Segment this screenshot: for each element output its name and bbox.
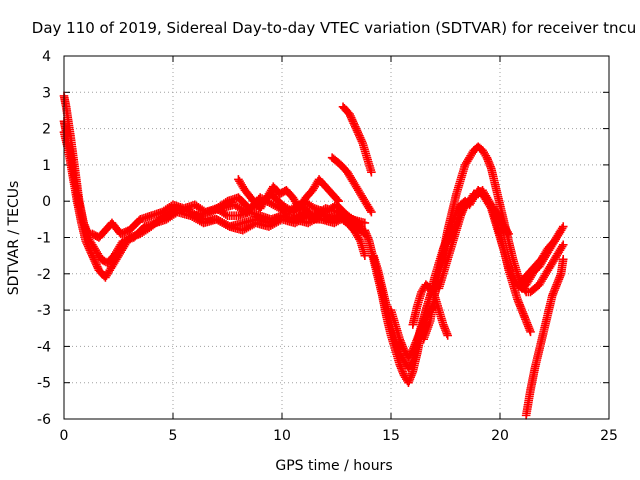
y-tick-label: -6 [37,412,51,428]
data-point [354,218,363,228]
y-tick-label: 4 [42,49,51,65]
series-track-2 [59,117,370,268]
data-point [367,167,376,177]
x-tick-label: 15 [382,428,400,444]
y-axis-title: SDTVAR / TECUs [6,181,22,296]
data-point [558,240,568,250]
y-tick-label: 0 [42,194,51,210]
y-tick-label: -4 [37,339,51,355]
series-track-15 [521,254,568,420]
series-track-6 [234,175,343,213]
series-track-12 [408,280,452,340]
series-track-1 [59,91,370,260]
data-point [443,331,452,340]
data-point [367,207,376,217]
data-points [59,91,568,420]
data-point [558,254,568,264]
series-track-7 [327,153,376,217]
series-track-14 [434,186,514,293]
tick-labels: 0 5 10 15 20 25 -6 -5 -4 -3 -2 -1 0 1 2 3 4 [37,49,618,444]
x-tick-label: 20 [491,428,509,444]
x-tick-label: 10 [273,428,291,444]
y-tick-label: -3 [37,303,51,319]
data-point [360,251,370,260]
y-tick-label: -2 [37,267,51,283]
plot-frame [63,55,610,420]
y-tick-label: 3 [42,85,51,101]
x-axis-title: GPS time / hours [275,458,392,474]
y-tick-label: -5 [37,376,51,392]
y-tick-label: 2 [42,122,51,138]
series-track-8 [338,102,376,177]
data-point [334,196,343,206]
data-point [333,195,342,205]
y-tick-label: 1 [42,158,51,174]
chart-title: Day 110 of 2019, Sidereal Day-to-day VTE… [32,19,636,37]
data-point [558,222,568,231]
data-point [526,327,535,337]
data-point [504,229,514,239]
x-tick-label: 5 [169,428,178,444]
grid [64,56,609,419]
series-track-13 [419,142,568,344]
y-tick-label: -1 [37,231,51,247]
series-track-16 [517,222,568,286]
x-tick-label: 25 [600,428,618,444]
x-tick-label: 0 [60,428,69,444]
